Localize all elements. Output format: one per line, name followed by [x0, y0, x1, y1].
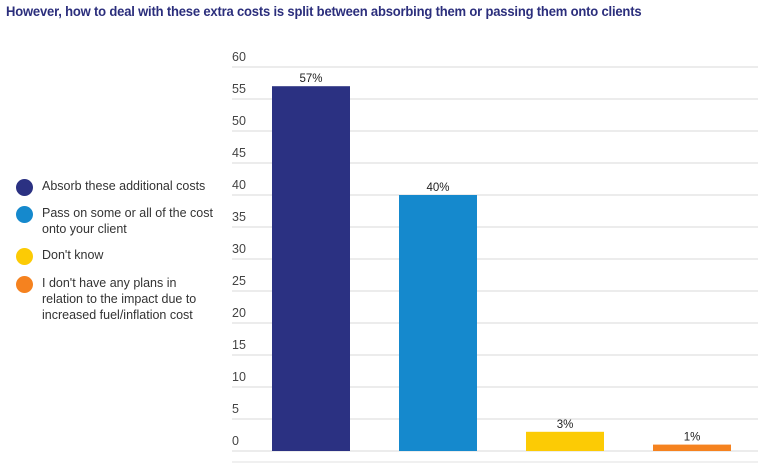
y-tick-label: 40 [232, 178, 246, 192]
legend-label: Don't know [42, 248, 104, 262]
legend-label: Absorb these additional costs [42, 179, 206, 193]
legend-item: Pass on some or all of the cost onto your… [16, 205, 231, 237]
y-tick-label: 35 [232, 210, 246, 224]
data-label: 40% [426, 182, 449, 194]
y-tick-label: 50 [232, 114, 246, 128]
bar [526, 431, 604, 451]
legend-label: I don't have any plans in relation to the… [42, 276, 197, 322]
legend-label: Pass on some or all of the cost onto your… [42, 206, 213, 236]
data-label: 57% [299, 73, 322, 85]
y-tick-label: 30 [232, 242, 246, 256]
bar [272, 86, 350, 451]
y-tick-label: 60 [232, 50, 246, 64]
y-tick-label: 15 [232, 338, 246, 352]
y-tick-label: 55 [232, 82, 246, 96]
legend-item: Don't know [16, 247, 231, 265]
data-label: 1% [684, 432, 701, 444]
y-tick-label: 20 [232, 306, 246, 320]
y-tick-label: 25 [232, 274, 246, 288]
bar [399, 195, 477, 451]
legend-swatch-icon [16, 248, 33, 265]
y-tick-label: 5 [232, 402, 239, 416]
legend-item: Absorb these additional costs [16, 178, 231, 196]
y-tick-label: 45 [232, 146, 246, 160]
bar [653, 444, 731, 451]
data-label: 3% [557, 419, 574, 431]
legend-item: I don't have any plans in relation to the… [16, 275, 231, 323]
legend-swatch-icon [16, 276, 33, 293]
chart-title: However, how to deal with these extra co… [6, 3, 642, 19]
legend-swatch-icon [16, 206, 33, 223]
y-tick-label: 0 [232, 434, 239, 448]
y-tick-label: 10 [232, 370, 246, 384]
legend-swatch-icon [16, 179, 33, 196]
